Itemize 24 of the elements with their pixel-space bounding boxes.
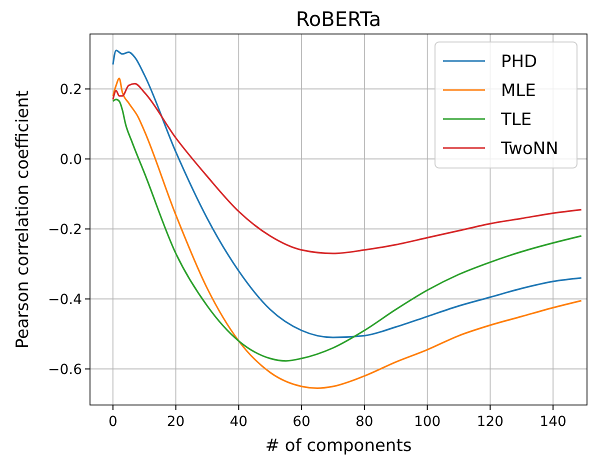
x-tick-label: 20 bbox=[166, 414, 185, 430]
y-tick-label: −0.4 bbox=[48, 292, 82, 308]
x-tick-label: 140 bbox=[540, 414, 566, 430]
x-tick-label: 60 bbox=[292, 414, 310, 430]
y-tick-label: 0.0 bbox=[60, 152, 82, 168]
x-axis-title: # of components bbox=[265, 436, 412, 456]
x-tick-label: 100 bbox=[414, 414, 441, 430]
line-series bbox=[112, 78, 582, 389]
line-series bbox=[112, 98, 582, 362]
legend-label: MLE bbox=[501, 80, 536, 101]
line-series bbox=[112, 82, 582, 254]
y-axis-title: Pearson correlation coefficient bbox=[13, 90, 33, 349]
x-tick-label: 0 bbox=[108, 414, 118, 430]
line-series bbox=[112, 50, 582, 338]
legend-label: TLE bbox=[500, 110, 532, 130]
y-tick-label: 0.2 bbox=[60, 82, 82, 98]
x-tick-label: 120 bbox=[476, 414, 504, 430]
x-tick-label: 80 bbox=[356, 414, 374, 430]
y-tick-label: −0.2 bbox=[48, 222, 82, 238]
y-tick-label: −0.6 bbox=[48, 362, 82, 378]
chart-title: RoBERTa bbox=[296, 7, 382, 31]
x-tick-label: 40 bbox=[230, 414, 248, 430]
legend-label: PHD bbox=[501, 52, 538, 72]
legend-label: TwoNN bbox=[500, 138, 558, 159]
